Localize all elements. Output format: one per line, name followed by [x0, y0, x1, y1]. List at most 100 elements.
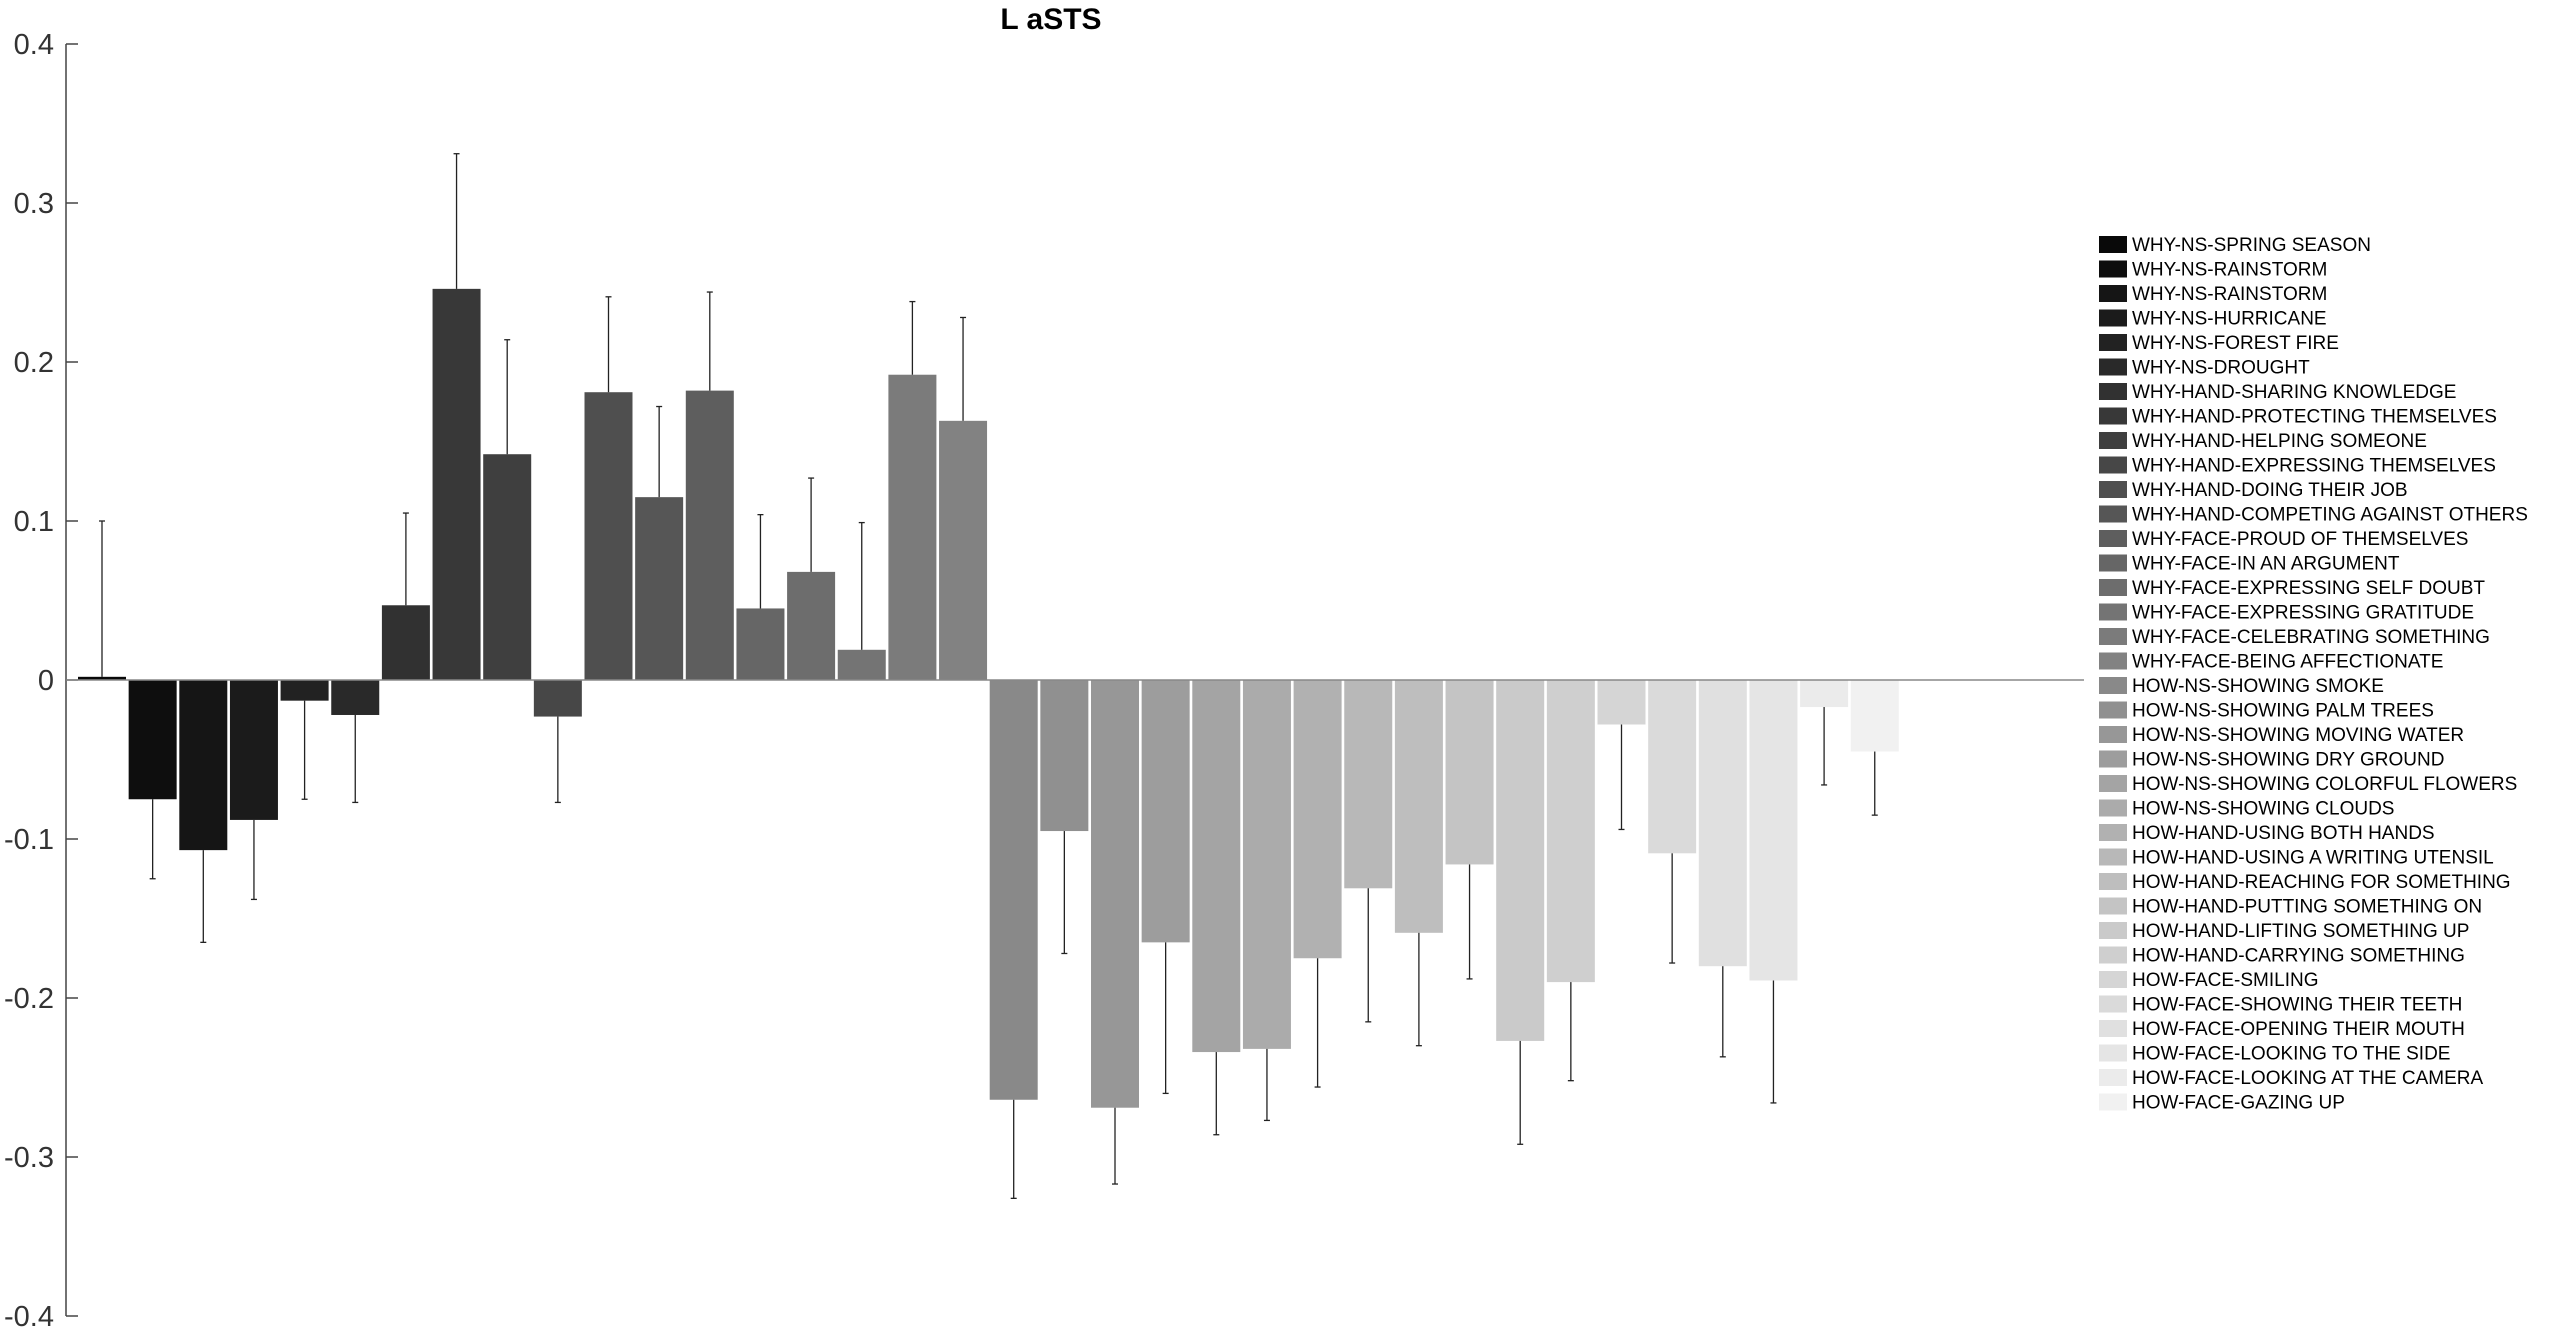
legend-swatch: [2099, 603, 2127, 621]
legend-label: HOW-FACE-OPENING THEIR MOUTH: [2132, 1019, 2465, 1040]
legend-label: HOW-HAND-CARRYING SOMETHING: [2132, 946, 2465, 967]
legend-swatch: [2099, 799, 2127, 817]
legend-swatch: [2099, 383, 2127, 400]
legend-swatch: [2099, 628, 2127, 645]
y-tick-label: -0.2: [4, 983, 54, 1015]
bar: [1091, 680, 1139, 1108]
bar: [1344, 680, 1393, 889]
bar: [1850, 680, 1899, 752]
legend-label: HOW-HAND-REACHING FOR SOMETHING: [2132, 872, 2511, 893]
legend-label: HOW-NS-SHOWING SMOKE: [2132, 676, 2384, 697]
bar: [1597, 680, 1646, 725]
legend-swatch: [2099, 922, 2127, 939]
legend-swatch: [2099, 407, 2127, 425]
legend-label: WHY-FACE-BEING AFFECTIONATE: [2132, 652, 2443, 673]
legend-label: WHY-FACE-EXPRESSING GRATITUDE: [2132, 603, 2474, 624]
bar: [837, 649, 886, 680]
bar: [1648, 680, 1697, 854]
legend-swatch: [2099, 750, 2127, 768]
error-bars: [99, 153, 1878, 1199]
legend-label: HOW-NS-SHOWING COLORFUL FLOWERS: [2132, 774, 2517, 795]
legend-swatch: [2099, 701, 2127, 719]
legend-label: WHY-NS-RAINSTORM: [2132, 260, 2327, 281]
bar: [888, 374, 937, 680]
legend-swatch: [2099, 1069, 2127, 1086]
legend-swatch: [2099, 236, 2127, 253]
legend-label: HOW-HAND-USING A WRITING UTENSIL: [2132, 848, 2494, 869]
legend-swatch: [2099, 456, 2127, 474]
legend-label: WHY-NS-SPRING SEASON: [2132, 235, 2371, 256]
bar: [1394, 680, 1443, 933]
legend-swatch: [2099, 1044, 2127, 1062]
y-tick-label: 0.2: [14, 347, 54, 379]
legend-label: HOW-FACE-SMILING: [2132, 970, 2319, 991]
y-tick-label: -0.1: [4, 824, 54, 856]
legend-swatch: [2099, 432, 2127, 449]
legend-label: WHY-NS-FOREST FIRE: [2132, 333, 2339, 354]
bar: [1141, 680, 1190, 943]
bar: [1698, 680, 1747, 967]
bar: [483, 454, 532, 680]
legend-swatch: [2099, 554, 2127, 572]
legend-label: HOW-FACE-SHOWING THEIR TEETH: [2132, 995, 2462, 1016]
bar: [381, 605, 430, 680]
bar: [1496, 680, 1545, 1041]
legend-swatch: [2099, 358, 2127, 376]
y-tick-label: 0.3: [14, 188, 54, 220]
legend-swatch: [2099, 897, 2127, 915]
bar: [787, 571, 836, 680]
legend-label: WHY-FACE-PROUD OF THEMSELVES: [2132, 529, 2468, 550]
legend-label: HOW-NS-SHOWING DRY GROUND: [2132, 750, 2444, 771]
y-tick-label: -0.3: [4, 1142, 54, 1174]
y-tick-label: -0.4: [4, 1301, 54, 1330]
bar: [229, 680, 278, 820]
y-tick-label: 0.1: [14, 506, 54, 538]
legend-label: WHY-HAND-EXPRESSING THEMSELVES: [2132, 456, 2496, 477]
bar: [1546, 680, 1595, 983]
legend-swatch: [2099, 775, 2127, 792]
legend-label: HOW-FACE-GAZING UP: [2132, 1093, 2345, 1114]
legend-swatch: [2099, 334, 2127, 351]
legend-swatch: [2099, 848, 2127, 866]
legend: WHY-NS-SPRING SEASON WHY-NS-RAINSTORM WHY-…: [2099, 235, 2528, 1114]
bar: [584, 392, 633, 680]
bar: [1749, 680, 1798, 981]
bar: [1040, 680, 1089, 832]
legend-label: WHY-HAND-DOING THEIR JOB: [2132, 480, 2408, 501]
legend-label: HOW-NS-SHOWING PALM TREES: [2132, 701, 2434, 722]
legend-label: WHY-HAND-PROTECTING THEMSELVES: [2132, 407, 2497, 428]
legend-label: WHY-FACE-IN AN ARGUMENT: [2132, 554, 2400, 575]
legend-label: HOW-FACE-LOOKING TO THE SIDE: [2132, 1044, 2450, 1065]
y-tick-label: 0: [38, 665, 54, 697]
legend-label: HOW-NS-SHOWING MOVING WATER: [2132, 725, 2464, 746]
bar: [1293, 680, 1342, 959]
legend-swatch: [2099, 530, 2127, 547]
legend-swatch: [2099, 309, 2127, 327]
legend-swatch: [2099, 995, 2127, 1013]
legend-label: WHY-HAND-HELPING SOMEONE: [2132, 431, 2427, 452]
bar: [989, 680, 1038, 1100]
legend-swatch: [2099, 579, 2127, 596]
legend-swatch: [2099, 1093, 2127, 1111]
legend-label: HOW-HAND-LIFTING SOMETHING UP: [2132, 921, 2469, 942]
y-tick-label: 0.4: [14, 29, 54, 61]
legend-swatch: [2099, 260, 2127, 278]
bar: [128, 680, 177, 800]
legend-label: WHY-FACE-CELEBRATING SOMETHING: [2132, 627, 2490, 648]
legend-label: WHY-HAND-COMPETING AGAINST OTHERS: [2132, 505, 2528, 526]
legend-swatch: [2099, 971, 2127, 988]
bar: [1445, 680, 1494, 865]
legend-swatch: [2099, 505, 2127, 523]
legend-label: HOW-HAND-PUTTING SOMETHING ON: [2132, 897, 2482, 918]
legend-swatch: [2099, 481, 2127, 498]
legend-label: HOW-NS-SHOWING CLOUDS: [2132, 799, 2394, 820]
legend-label: WHY-NS-HURRICANE: [2132, 309, 2327, 330]
bar: [331, 680, 380, 715]
legend-swatch: [2099, 1020, 2127, 1037]
bar: [1192, 680, 1241, 1053]
legend-label: HOW-HAND-USING BOTH HANDS: [2132, 823, 2435, 844]
legend-swatch: [2099, 946, 2127, 964]
bars: [78, 288, 1899, 1108]
bar: [736, 608, 785, 680]
